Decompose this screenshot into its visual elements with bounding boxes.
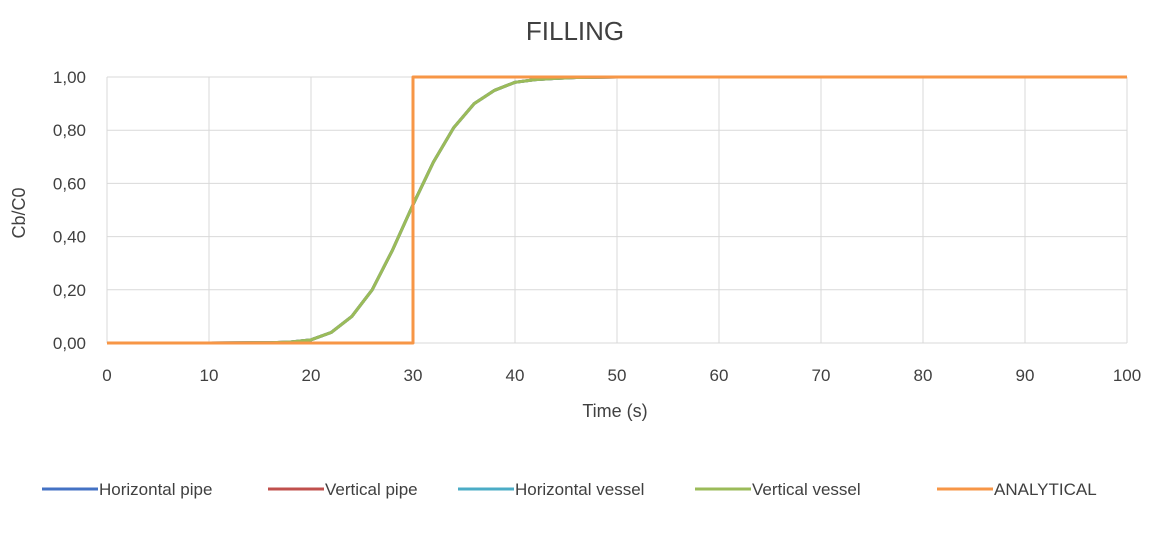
y-tick-label: 1,00 (53, 68, 86, 87)
legend: Horizontal pipe Vertical pipe Horizontal v… (42, 480, 1097, 499)
x-tick-label: 80 (914, 366, 933, 385)
x-tick-label: 60 (710, 366, 729, 385)
series-lines (107, 75, 1127, 345)
y-axis-label: Cb/C0 (9, 187, 29, 238)
x-tick-label: 10 (200, 366, 219, 385)
x-tick-label: 40 (506, 366, 525, 385)
y-tick-label: 0,60 (53, 174, 86, 193)
x-tick-label: 0 (102, 366, 111, 385)
y-tick-label: 0,80 (53, 121, 86, 140)
x-tick-label: 100 (1113, 366, 1141, 385)
legend-label: Horizontal pipe (99, 480, 212, 499)
x-tick-label: 50 (608, 366, 627, 385)
x-axis-label: Time (s) (582, 401, 647, 421)
legend-label: Vertical pipe (325, 480, 418, 499)
chart-title: FILLING (526, 16, 624, 46)
x-tick-label: 70 (812, 366, 831, 385)
x-tick-label: 20 (302, 366, 321, 385)
legend-label: ANALYTICAL (994, 480, 1097, 499)
legend-label: Horizontal vessel (515, 480, 644, 499)
y-tick-label: 0,20 (53, 281, 86, 300)
y-tick-labels: 0,00 0,20 0,40 0,60 0,80 1,00 (53, 68, 86, 353)
gridlines (106, 76, 1128, 344)
series-line-analytical (107, 75, 1127, 345)
legend-label: Vertical vessel (752, 480, 861, 499)
x-tick-label: 30 (404, 366, 423, 385)
y-tick-label: 0,40 (53, 228, 86, 247)
x-tick-label: 90 (1016, 366, 1035, 385)
x-tick-labels: 0 10 20 30 40 50 60 70 80 90 100 (102, 366, 1141, 385)
y-tick-label: 0,00 (53, 334, 86, 353)
